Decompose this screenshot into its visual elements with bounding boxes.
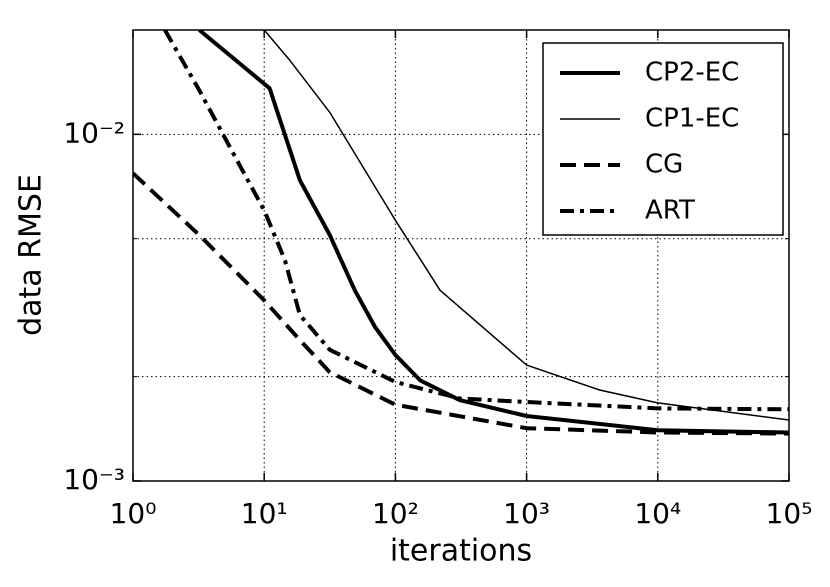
x-tick-label: 10⁰ (110, 497, 157, 530)
y-tick-label: 10⁻² (63, 116, 125, 149)
series-line (163, 30, 789, 412)
y-tick-label: 10⁻³ (63, 463, 125, 496)
series-line (263, 30, 789, 421)
x-tick-label: 10³ (503, 497, 550, 530)
legend-label: CP1-EC (645, 104, 739, 134)
x-tick-label: 10¹ (241, 497, 288, 530)
legend-label: CG (645, 150, 683, 180)
legend-label: ART (645, 196, 695, 226)
series-line (198, 30, 789, 435)
x-tick-label: 10⁵ (766, 497, 813, 530)
legend-label: CP2-EC (645, 58, 739, 88)
x-tick-label: 10² (372, 497, 419, 530)
y-axis-label: data RMSE (14, 174, 49, 336)
x-tick-label: 10⁴ (634, 497, 681, 530)
series-line (133, 171, 789, 436)
plot-frame (132, 29, 790, 482)
x-axis-label: iterations (390, 534, 532, 569)
plot-lines (133, 30, 789, 436)
